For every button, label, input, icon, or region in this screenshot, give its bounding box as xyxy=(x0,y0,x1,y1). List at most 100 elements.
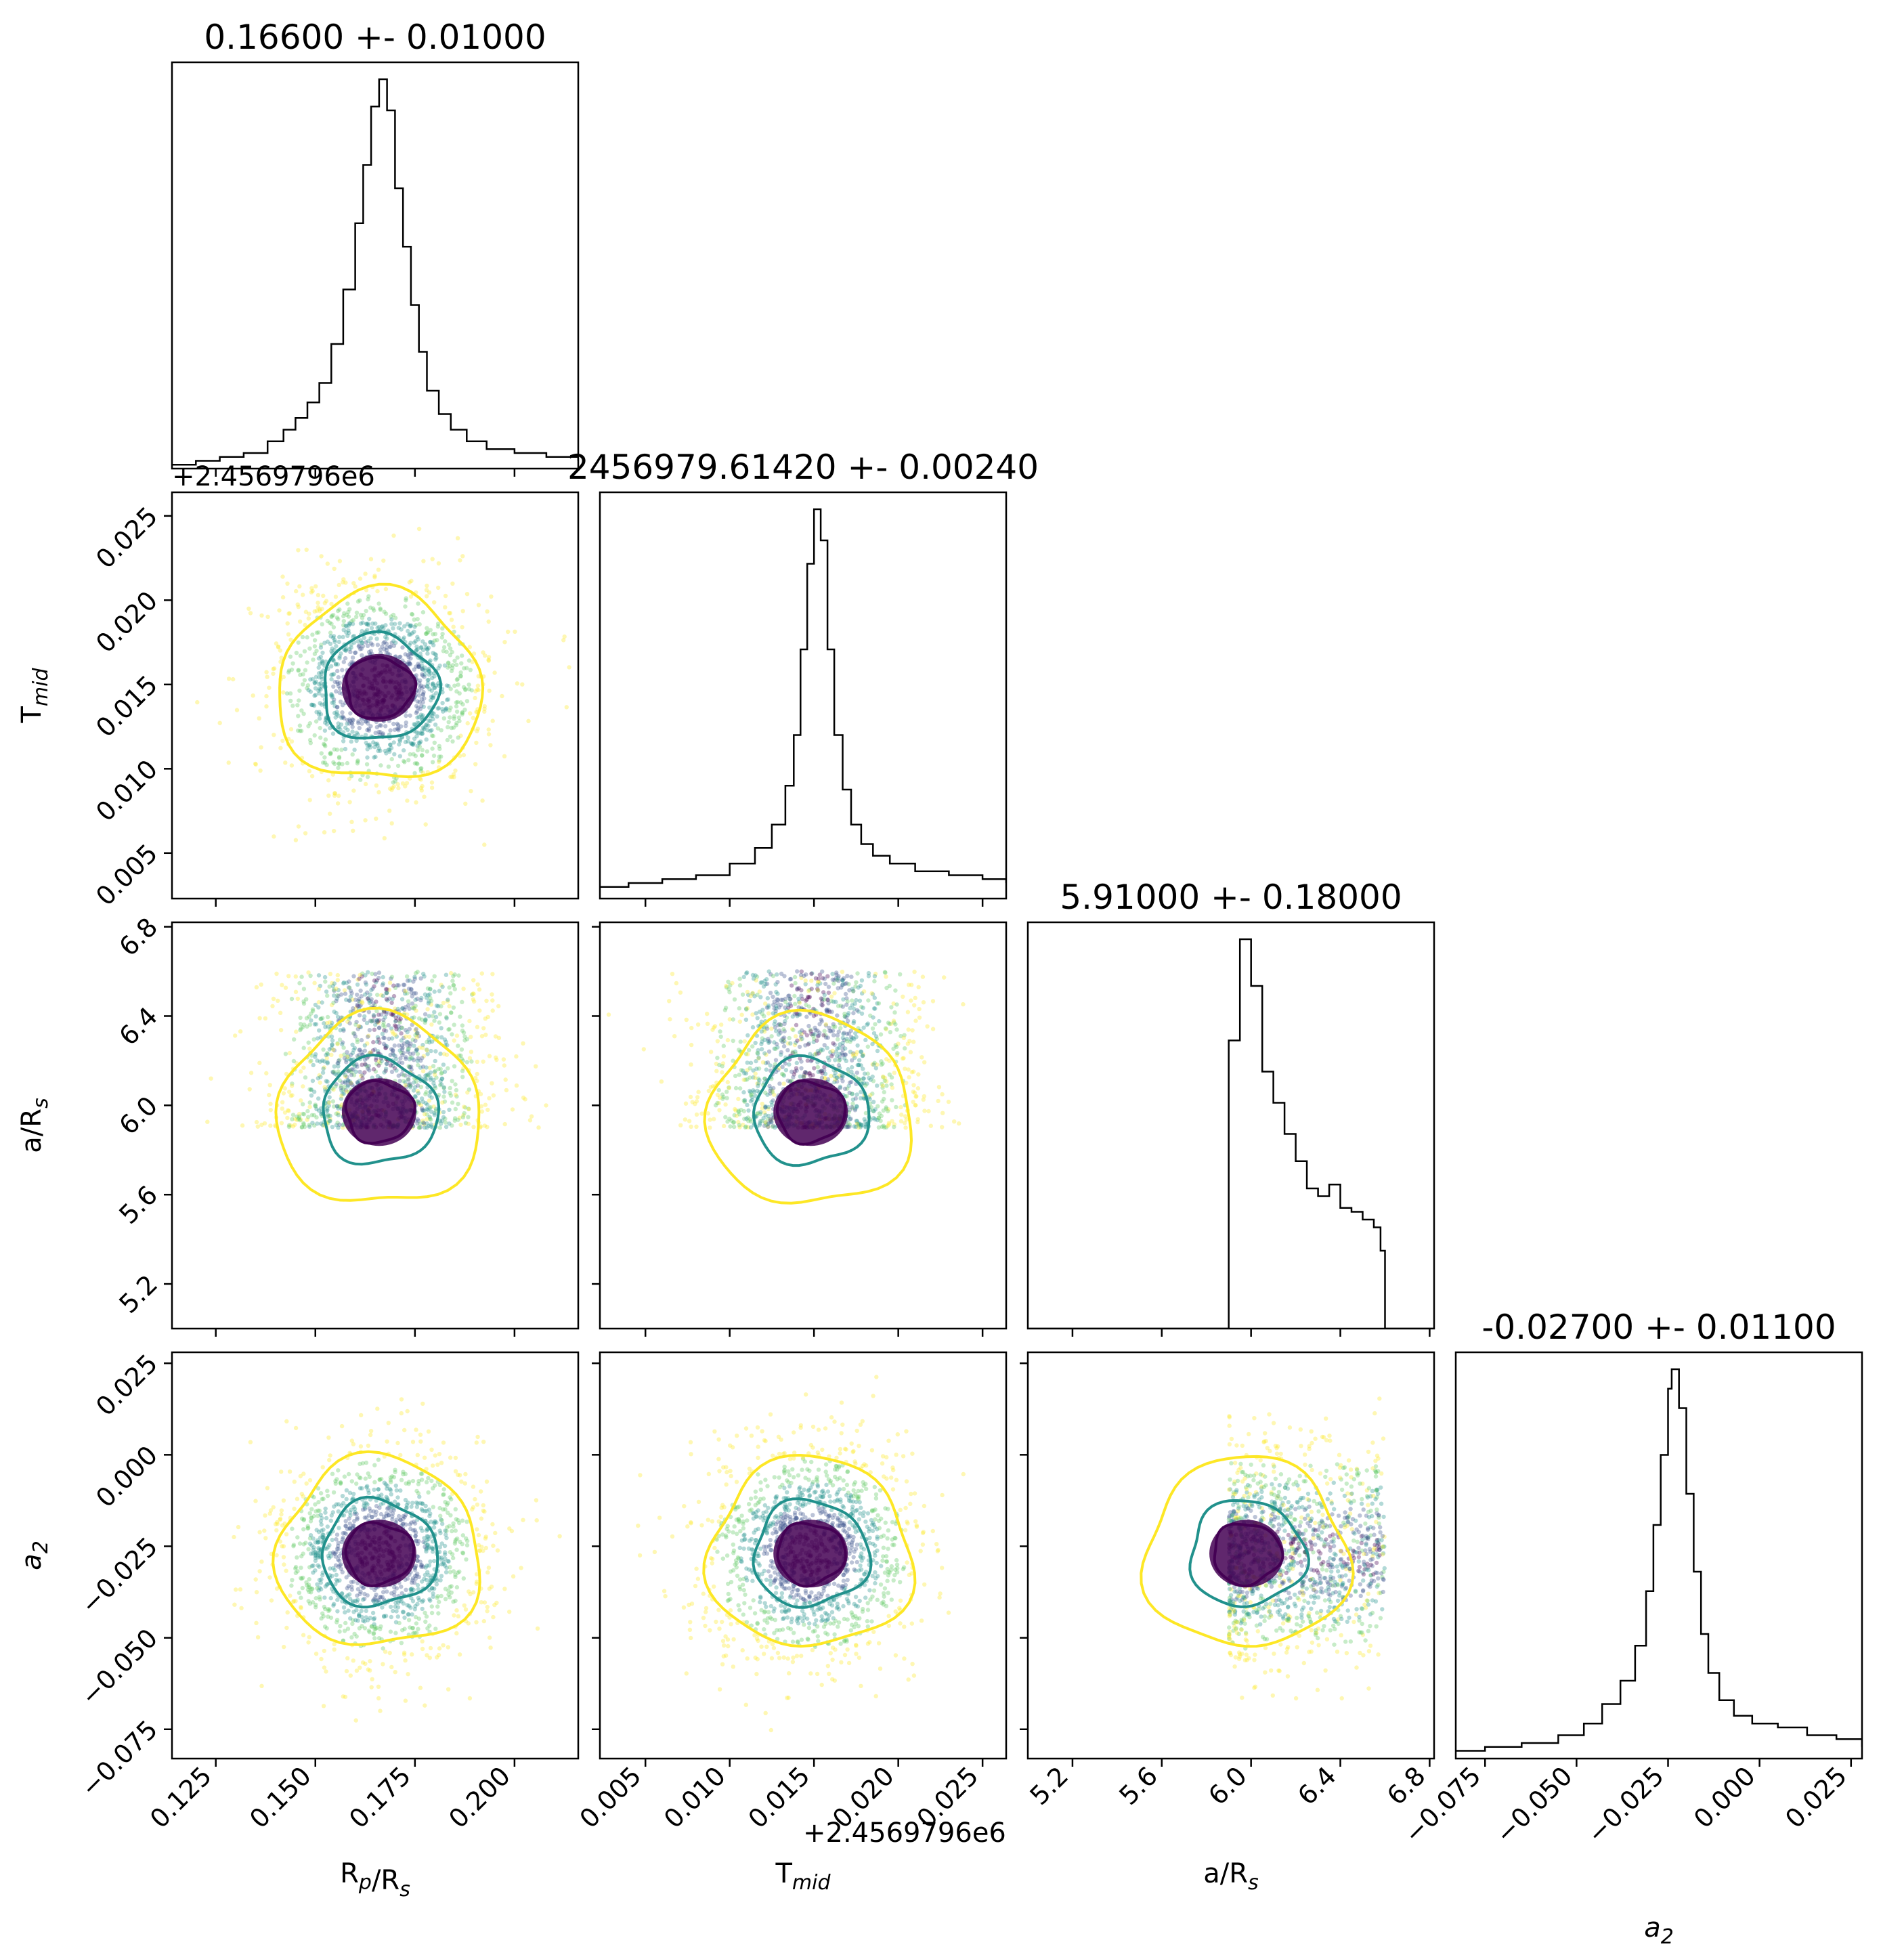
sample-point xyxy=(336,1061,340,1065)
sample-point xyxy=(821,1048,825,1052)
sample-point xyxy=(777,1033,781,1037)
sample-point xyxy=(371,1040,375,1044)
sample-point xyxy=(460,653,464,658)
sample-point xyxy=(961,1002,965,1006)
sample-point xyxy=(344,649,348,653)
sample-point xyxy=(452,725,456,729)
sample-point xyxy=(290,1117,294,1121)
sample-point xyxy=(733,1074,737,1078)
sample-point xyxy=(430,746,434,750)
sample-point xyxy=(854,980,858,984)
sample-point xyxy=(296,997,300,1001)
sample-point xyxy=(835,1013,839,1017)
sample-point xyxy=(475,1527,479,1531)
sample-point xyxy=(738,1086,742,1090)
sample-point xyxy=(375,993,379,997)
sample-point xyxy=(367,617,371,621)
sample-point xyxy=(467,1107,471,1111)
sample-point xyxy=(334,662,338,666)
sample-point xyxy=(339,651,343,655)
sample-point xyxy=(305,1025,309,1029)
sample-point xyxy=(319,655,323,659)
sample-point xyxy=(454,1107,458,1111)
sample-point xyxy=(447,611,451,615)
sample-point xyxy=(787,1062,791,1067)
sample-point xyxy=(718,1096,722,1100)
sample-point xyxy=(465,592,469,596)
sample-point xyxy=(310,1113,314,1117)
sample-point xyxy=(403,784,407,788)
sample-point xyxy=(875,1083,879,1088)
sample-point xyxy=(360,1001,364,1005)
panel-content xyxy=(172,79,578,465)
sample-point xyxy=(355,983,360,987)
sample-point xyxy=(454,1088,458,1092)
sample-point xyxy=(469,668,473,672)
sample-point xyxy=(450,1552,454,1556)
sample-point xyxy=(448,1455,452,1459)
sample-point xyxy=(227,760,231,765)
sample-point xyxy=(326,794,330,798)
sample-point xyxy=(301,682,305,686)
sample-point xyxy=(274,641,278,645)
sample-point xyxy=(328,752,332,756)
sample-point xyxy=(453,987,457,991)
sample-point xyxy=(468,645,472,649)
sample-point xyxy=(326,1494,330,1498)
sample-point xyxy=(383,623,387,627)
sample-point xyxy=(339,1094,343,1098)
sample-point xyxy=(912,1003,916,1007)
sample-point xyxy=(397,1044,401,1048)
sample-point xyxy=(706,1111,710,1115)
sample-point xyxy=(744,1117,748,1121)
sample-point xyxy=(382,647,386,651)
sample-point xyxy=(806,1024,810,1028)
sample-point xyxy=(471,978,475,982)
sample-point xyxy=(877,1019,881,1023)
sample-point xyxy=(294,589,298,593)
sample-point xyxy=(294,1029,298,1033)
sample-point xyxy=(298,1541,302,1545)
sample-point xyxy=(689,1026,693,1030)
sample-point xyxy=(745,1033,750,1037)
sample-point xyxy=(418,1433,423,1437)
sample-point xyxy=(906,1067,910,1071)
sample-point xyxy=(899,1113,903,1117)
sample-point xyxy=(264,694,268,698)
sample-point xyxy=(358,989,362,993)
sample-point xyxy=(444,1125,448,1129)
sample-point xyxy=(264,704,268,708)
sample-point xyxy=(903,1121,907,1125)
sample-point xyxy=(477,987,481,991)
sample-point xyxy=(318,1075,322,1079)
sample-point xyxy=(345,728,349,732)
sample-point xyxy=(758,1121,762,1125)
sample-point xyxy=(396,1007,400,1011)
sample-point xyxy=(460,1023,464,1027)
sample-point xyxy=(417,1125,421,1130)
sample-point xyxy=(764,977,769,981)
sample-point xyxy=(407,987,411,991)
panel-ars-rp: 5.25.66.06.46.8 xyxy=(113,912,599,1337)
sample-point xyxy=(444,973,448,977)
sample-point xyxy=(347,979,351,983)
sample-point xyxy=(448,653,452,657)
sample-point xyxy=(869,1077,873,1081)
sample-point xyxy=(337,755,341,759)
sample-point xyxy=(907,1027,911,1031)
sample-point xyxy=(334,1573,339,1577)
sample-point xyxy=(766,1041,771,1045)
sample-point xyxy=(823,976,827,981)
sample-point xyxy=(815,1052,819,1056)
sample-point xyxy=(466,721,470,725)
sample-point xyxy=(294,838,298,842)
sample-point xyxy=(399,1031,403,1035)
sample-point xyxy=(428,640,432,644)
sample-point xyxy=(847,988,851,992)
sample-point xyxy=(427,670,431,674)
sample-point xyxy=(272,733,276,737)
sample-point xyxy=(296,603,300,607)
sample-point xyxy=(736,1097,740,1101)
sample-point xyxy=(758,1010,762,1014)
sample-point xyxy=(744,1008,748,1012)
